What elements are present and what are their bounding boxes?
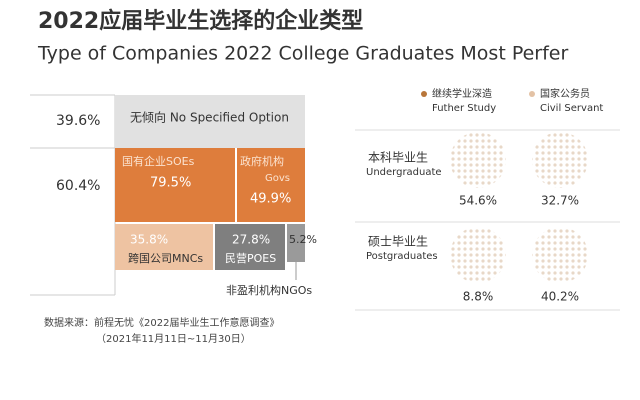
value: 8.8% (463, 290, 494, 304)
box-poe (215, 224, 285, 270)
row-label: Postgraduates (366, 251, 438, 262)
value: 54.6% (459, 194, 497, 208)
title: 2022应届毕业生选择的企业类型 (38, 8, 363, 34)
row-label: 硕士毕业生 (368, 235, 428, 249)
box-gov (237, 148, 305, 222)
value: 35.8% (130, 233, 168, 247)
value: 40.2% (541, 290, 579, 304)
value: 79.5% (150, 176, 191, 191)
label: 国有企业SOEs (122, 154, 195, 168)
row-label: 本科毕业生 (368, 151, 428, 165)
source: （2021年11月11日~11月30日） (96, 332, 251, 345)
value: 49.9% (250, 192, 291, 207)
label: Govs (265, 173, 290, 184)
label: 非盈利机构NGOs (226, 283, 312, 297)
legend: 继续学业深造 (432, 87, 492, 100)
legend: Civil Servant (540, 103, 603, 114)
box-mnc (115, 224, 213, 270)
legend: Futher Study (432, 103, 496, 114)
dot-circles (450, 132, 588, 283)
box-soe (115, 148, 235, 222)
value: 27.8% (232, 233, 270, 247)
label: 民营POES (225, 251, 276, 265)
legend: 国家公务员 (540, 87, 590, 100)
legend-dot (529, 91, 535, 97)
label: 政府机构 (240, 154, 284, 168)
share: 60.4% (56, 178, 100, 194)
value: 5.2% (289, 233, 317, 246)
share: 39.6% (56, 113, 100, 129)
value: 32.7% (541, 194, 579, 208)
box-none (115, 95, 305, 148)
source: 数据来源：前程无忧《2022届毕业生工作意愿调查》 (44, 316, 279, 329)
subtitle: Type of Companies 2022 College Graduates… (37, 43, 568, 65)
label: 跨国公司MNCs (128, 252, 203, 265)
right-frame (355, 129, 620, 311)
label: 无倾向 No Specified Option (130, 110, 289, 125)
row-label: Undergraduate (366, 167, 442, 178)
box-ngo (287, 224, 305, 262)
legend-dot (421, 91, 427, 97)
